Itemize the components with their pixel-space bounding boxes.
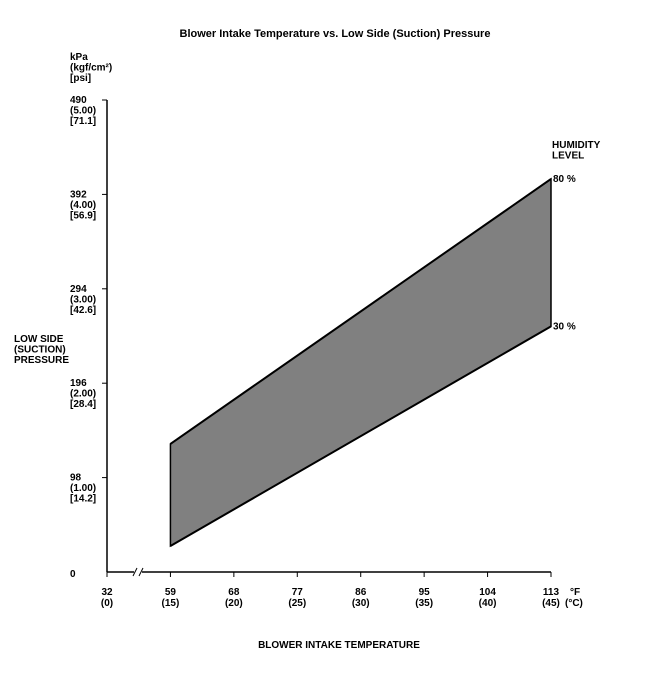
x-tick-fahrenheit: 86 bbox=[355, 587, 367, 598]
x-axis-break-icon bbox=[132, 567, 144, 577]
x-axis-units: °F(°C) bbox=[565, 587, 583, 609]
series-line-30pct bbox=[169, 325, 552, 547]
x-axis-ticks: 32(0)59(15)68(20)77(25)86(30)95(35)104(4… bbox=[101, 572, 560, 609]
y-tick-kpa: 490 bbox=[70, 95, 87, 106]
y-tick-psi: [56.9] bbox=[70, 210, 96, 221]
x-tick-celsius: (20) bbox=[225, 598, 243, 609]
humidity-band bbox=[169, 177, 552, 548]
y-tick-kgf: (1.00) bbox=[70, 483, 96, 494]
y-axis-units: kPa(kgf/cm²)[psi] bbox=[70, 52, 112, 84]
y-tick-psi: [28.4] bbox=[70, 399, 96, 410]
x-tick-fahrenheit: 68 bbox=[228, 587, 240, 598]
series-labels: 80 % 30 % bbox=[553, 174, 576, 332]
legend-title-line: LEVEL bbox=[552, 151, 584, 162]
x-axis-title: BLOWER INTAKE TEMPERATURE bbox=[258, 640, 420, 651]
x-tick-celsius: (0) bbox=[101, 598, 113, 609]
y-tick-kpa: 294 bbox=[70, 284, 87, 295]
y-tick-kgf: (5.00) bbox=[70, 106, 96, 117]
x-tick-fahrenheit: 104 bbox=[479, 587, 496, 598]
y-axis-ticks: 098(1.00)[14.2]196(2.00)[28.4]294(3.00)[… bbox=[70, 95, 107, 580]
y-tick-psi: [14.2] bbox=[70, 494, 96, 505]
series-label: 30 % bbox=[553, 321, 576, 332]
y-tick-kgf: (2.00) bbox=[70, 389, 96, 400]
y-tick-psi: [71.1] bbox=[70, 116, 96, 127]
y-axis-title-line: LOW SIDE bbox=[14, 334, 64, 345]
humidity-range-band bbox=[169, 177, 552, 548]
x-tick-celsius: (35) bbox=[415, 598, 433, 609]
x-tick-celsius: (40) bbox=[479, 598, 497, 609]
x-tick-fahrenheit: 113 bbox=[543, 587, 560, 598]
y-axis-title-line: (SUCTION) bbox=[14, 345, 66, 356]
y-unit-label: (kgf/cm²) bbox=[70, 63, 112, 74]
y-unit-label: [psi] bbox=[70, 73, 91, 84]
x-tick-fahrenheit: 32 bbox=[101, 587, 113, 598]
series-label: 80 % bbox=[553, 174, 576, 185]
y-tick-kpa: 98 bbox=[70, 473, 82, 484]
y-tick-kpa: 392 bbox=[70, 189, 87, 200]
x-unit-fahrenheit: °F bbox=[570, 587, 580, 598]
x-tick-fahrenheit: 95 bbox=[419, 587, 431, 598]
y-tick-psi: [42.6] bbox=[70, 305, 96, 316]
x-tick-celsius: (15) bbox=[162, 598, 180, 609]
y-axis-title: LOW SIDE(SUCTION)PRESSURE bbox=[14, 334, 69, 366]
y-tick-kgf: (4.00) bbox=[70, 200, 96, 211]
y-tick-kpa: 196 bbox=[70, 378, 87, 389]
y-tick-kpa: 0 bbox=[70, 569, 76, 580]
x-tick-celsius: (45) bbox=[542, 598, 560, 609]
y-axis-title-line: PRESSURE bbox=[14, 355, 69, 366]
x-unit-celsius: (°C) bbox=[565, 598, 583, 609]
axes bbox=[106, 100, 551, 577]
x-tick-celsius: (25) bbox=[288, 598, 306, 609]
y-tick-kgf: (3.00) bbox=[70, 294, 96, 305]
x-tick-celsius: (30) bbox=[352, 598, 370, 609]
y-unit-label: kPa bbox=[70, 52, 88, 63]
x-tick-fahrenheit: 59 bbox=[165, 587, 177, 598]
legend-title-line: HUMIDITY bbox=[552, 140, 601, 151]
chart-title: Blower Intake Temperature vs. Low Side (… bbox=[180, 28, 491, 40]
series-line-80pct bbox=[169, 178, 552, 445]
x-tick-fahrenheit: 77 bbox=[292, 587, 304, 598]
